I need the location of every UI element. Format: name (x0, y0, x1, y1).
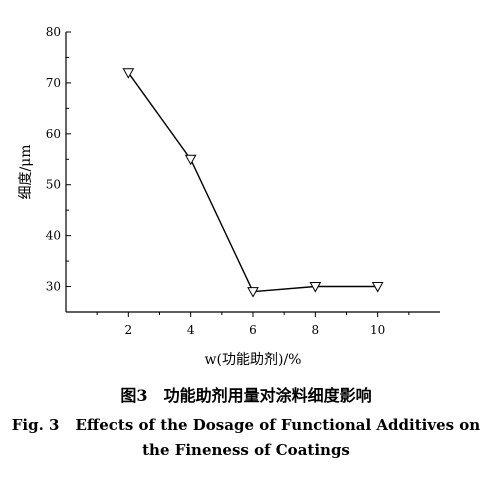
line-chart: 30 40 50 60 70 80 2 4 6 8 10 w(功能助剂)/% 细度/μm (18, 25, 440, 368)
figure-number-cn: 图3 (120, 386, 148, 405)
y-tick-label-30: 30 (46, 280, 61, 294)
y-tick-label-40: 40 (46, 229, 61, 243)
y-tick-label-60: 60 (46, 127, 61, 141)
y-tick-label-70: 70 (46, 76, 61, 90)
x-tick-label-4: 4 (187, 323, 195, 337)
data-point-10 (371, 282, 384, 293)
figure-title-en-line1: Effects of the Dosage of Functional Addi… (75, 416, 481, 434)
data-point-4 (184, 154, 197, 166)
series-line (127, 72, 378, 293)
data-point-6 (247, 287, 259, 298)
y-axis-label: 细度/μm (18, 144, 34, 199)
data-point-8 (309, 282, 322, 293)
figure-caption-chinese: 图3 功能助剂用量对涂料细度影响 (0, 382, 492, 406)
figure-number-en: Fig. 3 (11, 416, 60, 434)
x-axis-label: w(功能助剂)/% (205, 352, 302, 368)
figure-caption-english: Fig. 3 Effects of the Dosage of Functiona… (0, 416, 492, 434)
x-tick-label-6: 6 (249, 323, 257, 337)
plot-area: 30 40 50 60 70 80 2 4 6 8 10 (46, 25, 440, 337)
figure-title-en-line2: the Fineness of Coatings (142, 441, 350, 459)
y-tick-label-50: 50 (46, 178, 61, 192)
x-tick-label-2: 2 (125, 323, 133, 337)
x-tick-label-10: 10 (370, 323, 385, 337)
figure-title-cn: 功能助剂用量对涂料细度影响 (163, 386, 372, 405)
data-point-2 (122, 68, 135, 79)
y-tick-label-80: 80 (46, 25, 61, 39)
x-tick-label-8: 8 (312, 323, 320, 337)
figure-caption-english-line2: the Fineness of Coatings (0, 441, 492, 459)
